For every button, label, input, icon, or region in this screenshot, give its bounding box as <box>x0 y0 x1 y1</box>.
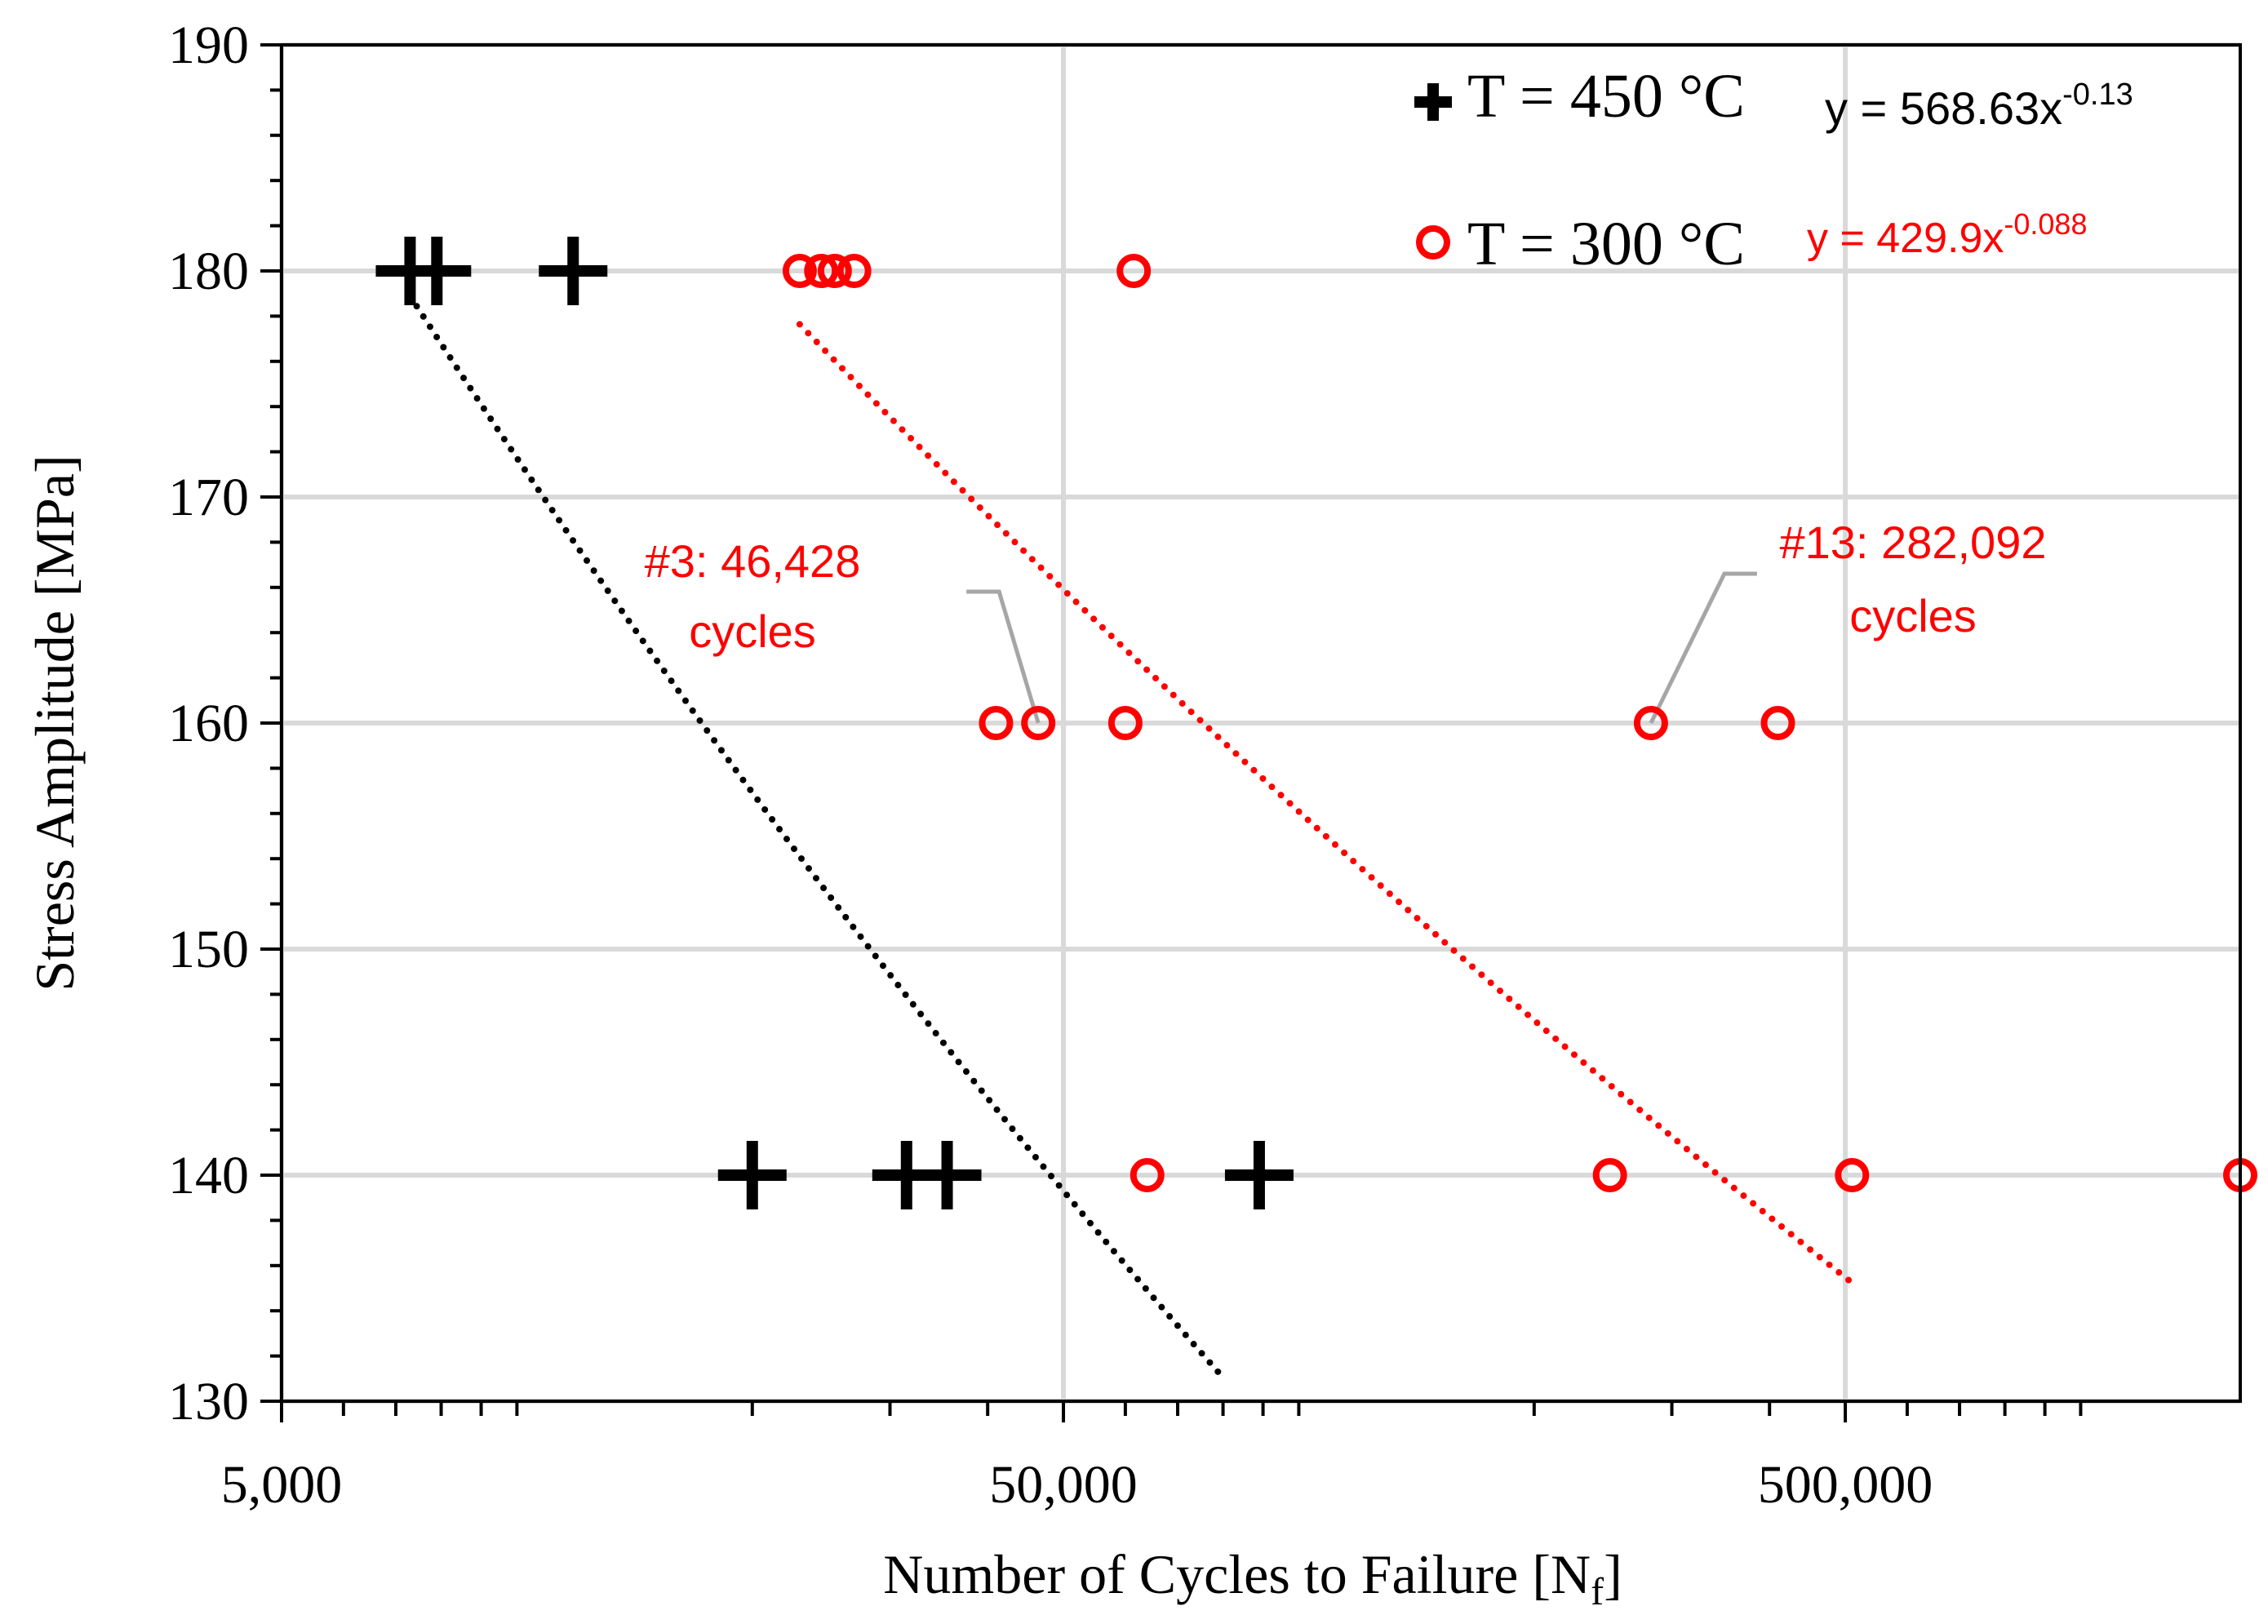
y-axis-title: Stress Amplitude [MPa] <box>24 455 86 991</box>
annotations: #3: 46,428 cycles #13: 282,092 cycles <box>645 517 2047 657</box>
x-tick-label: 50,000 <box>989 1455 1138 1515</box>
y-tick-label: 140 <box>168 1146 249 1205</box>
data-point-circle <box>837 254 872 288</box>
data-point-circle <box>1760 706 1795 740</box>
legend-plus-marker-icon <box>1414 83 1452 121</box>
annotation-leaders <box>966 571 1757 725</box>
y-tick-label: 150 <box>168 920 249 979</box>
trendline-equation-450-base: y = 568.63x <box>1825 82 2062 134</box>
y-tick-label: 170 <box>168 468 249 527</box>
x-axis-title-subscript: f <box>1591 1570 1604 1613</box>
trendline-equation-450: y = 568.63x-0.13 <box>1825 78 2133 134</box>
data-point-plus <box>539 237 608 305</box>
data-point-circle <box>804 254 839 288</box>
x-tick-label: 5,000 <box>221 1455 343 1515</box>
data-point-circle <box>1592 1158 1627 1192</box>
y-axis-ticks: 130 140 150 160 170 180 190 <box>168 16 282 1431</box>
trendline-450 <box>406 292 1227 1381</box>
annotation-leader-specimen-13 <box>1649 571 1757 725</box>
data-point-circle <box>979 706 1014 740</box>
trendline-equation-300: y = 429.9x-0.088 <box>1807 207 2087 262</box>
legend-label-450: T = 450 °C <box>1467 62 1745 131</box>
data-points <box>375 237 2257 1209</box>
legend-label-300: T = 300 °C <box>1467 210 1745 278</box>
data-point-circle <box>817 254 852 288</box>
trendlines <box>406 292 1856 1381</box>
data-point-circle <box>782 254 817 288</box>
y-tick-label: 190 <box>168 16 249 75</box>
annotation-leader-specimen-3 <box>966 589 1041 724</box>
trendline-equation-450-exponent: -0.13 <box>2062 78 2133 112</box>
y-tick-label: 160 <box>168 694 249 753</box>
x-axis-title-close: ] <box>1604 1543 1622 1605</box>
y-tick-label: 130 <box>168 1372 249 1431</box>
legend: T = 450 °C T = 300 °C y = 568.63x-0.13 y… <box>1414 62 2133 278</box>
trendline-equation-300-exponent: -0.088 <box>2004 207 2087 241</box>
legend-circle-marker-icon <box>1416 225 1450 260</box>
trendline-300 <box>796 321 1856 1286</box>
data-point-circle <box>1116 254 1152 288</box>
data-point-plus <box>1224 1141 1294 1209</box>
annotation-specimen-13-line1: #13: 282,092 <box>1780 517 2047 568</box>
x-axis-title: Number of Cycles to Failure [Nf] <box>883 1543 1622 1613</box>
y-tick-label: 180 <box>168 242 249 301</box>
x-axis-title-main: Number of Cycles to Failure [N <box>883 1543 1591 1605</box>
data-point-circle <box>1835 1158 1870 1192</box>
annotation-specimen-3-line2: cycles <box>689 606 816 657</box>
annotation-specimen-13-line2: cycles <box>1849 590 1977 641</box>
data-point-plus <box>912 1141 982 1209</box>
data-point-circle <box>1021 706 1056 740</box>
data-point-circle <box>1633 706 1668 740</box>
data-point-plus <box>717 1141 787 1209</box>
data-point-circle <box>1130 1158 1165 1192</box>
data-point-circle <box>1107 706 1143 740</box>
trendline-equation-300-base: y = 429.9x <box>1807 215 2004 262</box>
data-point-plus <box>402 237 472 305</box>
x-axis-ticks: 5,000 50,000 500,000 <box>221 1401 2083 1515</box>
annotation-specimen-3-line1: #3: 46,428 <box>645 535 861 587</box>
x-tick-label: 500,000 <box>1758 1455 1933 1515</box>
